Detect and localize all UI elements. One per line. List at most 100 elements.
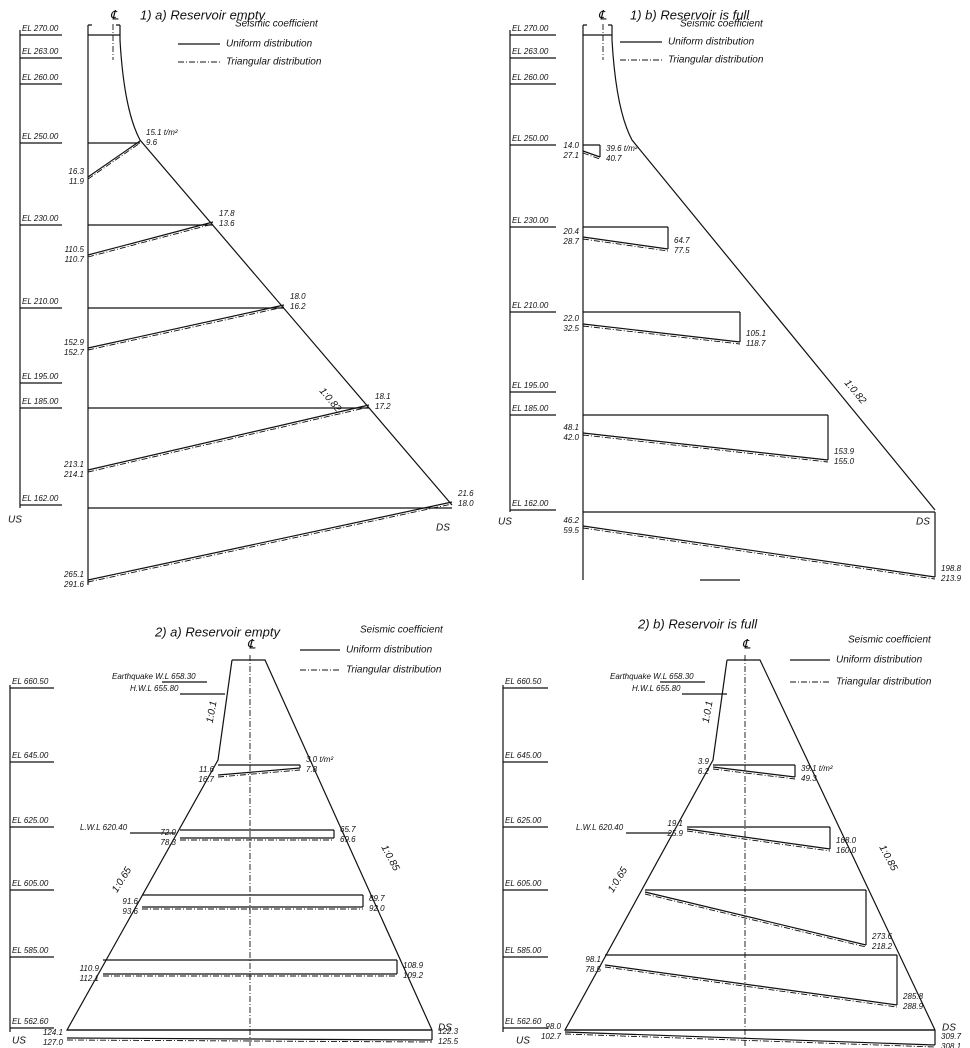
ds-stress-label: 39.6 t/m² <box>606 144 638 153</box>
us-stress-label: 16.7 <box>198 775 214 784</box>
stress-uniform <box>644 891 867 946</box>
stress-triangular <box>582 434 829 463</box>
slope-label: 1:0.85 <box>378 843 401 873</box>
stress-uniform <box>87 140 141 178</box>
ds-stress-label: 198.8 <box>941 564 962 573</box>
legend-heading: Seismic coefficient <box>360 625 444 636</box>
centerline-symbol: ℄ <box>247 636 256 651</box>
ds-stress-label: 65.7 <box>340 825 356 834</box>
us-stress-label: 291.6 <box>63 580 85 589</box>
ds-stress-label: 213.9 <box>940 574 962 583</box>
slope-label: 1:0.65 <box>110 865 134 895</box>
elevation-label: EL 660.50 <box>12 677 49 686</box>
stress-uniform <box>582 323 741 343</box>
elevation-label: EL 585.00 <box>505 946 542 955</box>
us-stress-label: 78.5 <box>585 965 601 974</box>
elevation-label: EL 605.00 <box>505 879 542 888</box>
us-stress-label: 28.7 <box>562 237 579 246</box>
panel-title: 2) a) Reservoir empty <box>154 624 281 639</box>
water-level-label: L.W.L 620.40 <box>576 823 624 832</box>
elevation-label: EL 162.00 <box>512 499 549 508</box>
elevation-label: EL 660.50 <box>505 677 542 686</box>
us-stress-label: 48.1 <box>563 423 579 432</box>
ds-stress-label: 122.3 <box>438 1027 459 1036</box>
stress-triangular <box>87 223 214 258</box>
stress-triangular <box>66 1039 433 1043</box>
legend-heading: Seismic coefficient <box>848 635 932 646</box>
ds-stress-label: 273.6 <box>871 932 893 941</box>
elevation-label: EL 260.00 <box>512 73 549 82</box>
annotations: 1) a) Reservoir empty ℄ Seismic coefficien… <box>8 7 962 1048</box>
stress-triangular <box>686 830 831 852</box>
ds-stress-label: 308.1 <box>941 1042 961 1048</box>
stress-triangular <box>582 238 669 252</box>
ds-stress-label: 89.7 <box>369 894 385 903</box>
us-stress-label: 20.4 <box>562 227 579 236</box>
legend-triangular: Triangular distribution <box>226 57 322 68</box>
us-stress-label: 25.9 <box>666 829 683 838</box>
stress-triangular <box>604 966 898 1008</box>
elevation-label: EL 263.00 <box>22 47 59 56</box>
elevation-label: EL 250.00 <box>512 134 549 143</box>
ds-stress-label: 288.9 <box>902 1002 924 1011</box>
water-level-label: H.W.L 655.80 <box>632 684 681 693</box>
elevation-label: EL 250.00 <box>22 132 59 141</box>
us-stress-label: 91.6 <box>122 897 138 906</box>
panel-title: 1) a) Reservoir empty <box>140 7 266 22</box>
ds-stress-label: 49.3 <box>801 774 817 783</box>
ds-stress-label: 160.0 <box>836 846 857 855</box>
elevation-label: EL 260.00 <box>22 73 59 82</box>
ds-stress-label: 155.0 <box>834 457 855 466</box>
us-label: US <box>12 1036 26 1047</box>
us-stress-label: 3.9 <box>698 757 710 766</box>
elevation-label: EL 605.00 <box>12 879 49 888</box>
ds-stress-label: 21.6 <box>457 489 474 498</box>
ds-stress-label: 125.5 <box>438 1037 459 1046</box>
stress-uniform <box>87 501 453 581</box>
ds-stress-label: 64.7 <box>674 236 690 245</box>
elevation-label: EL 645.00 <box>505 751 542 760</box>
ds-label: DS <box>436 523 450 534</box>
us-stress-label: 98.1 <box>585 955 601 964</box>
stress-uniform <box>564 1031 936 1046</box>
us-stress-label: 93.6 <box>122 907 138 916</box>
ds-stress-label: 7.8 <box>306 765 318 774</box>
elevation-label: EL 195.00 <box>512 381 549 390</box>
us-stress-label: 110.9 <box>80 964 100 973</box>
ds-stress-label: 17.8 <box>219 209 235 218</box>
ds-stress-label: 69.6 <box>340 835 356 844</box>
us-stress-label: 110.5 <box>65 245 85 254</box>
ds-stress-label: 40.7 <box>606 154 622 163</box>
elevation-label: EL 185.00 <box>512 404 549 413</box>
elevation-label: EL 210.00 <box>22 297 59 306</box>
ds-stress-label: 77.5 <box>674 246 690 255</box>
stress-uniform <box>582 150 601 158</box>
us-stress-label: 59.5 <box>563 526 579 535</box>
us-stress-label: 127.0 <box>43 1038 64 1047</box>
stress-triangular <box>87 142 141 180</box>
legend-uniform: Uniform distribution <box>226 39 313 50</box>
elevation-label: EL 625.00 <box>505 816 542 825</box>
centerline-symbol: ℄ <box>742 636 751 651</box>
elevation-label: EL 562.60 <box>12 1017 49 1026</box>
legend-heading: Seismic coefficient <box>680 19 764 30</box>
ds-stress-label: 105.1 <box>746 329 766 338</box>
us-stress-label: 78.3 <box>160 838 176 847</box>
us-stress-label: 42.0 <box>563 433 579 442</box>
ds-stress-label: 9.6 <box>146 138 158 147</box>
ds-stress-label: 118.7 <box>746 339 766 348</box>
us-label: US <box>498 517 512 528</box>
stress-uniform <box>66 1037 433 1041</box>
us-stress-label: 124.1 <box>43 1028 63 1037</box>
slope-label: 1:0.65 <box>606 865 630 895</box>
elevation-label: EL 210.00 <box>512 301 549 310</box>
stress-uniform <box>712 766 796 778</box>
stress-uniform <box>582 236 669 250</box>
stress-uniform <box>582 432 829 461</box>
elevation-label: EL 562.60 <box>505 1017 542 1026</box>
ds-stress-label: 18.0 <box>290 292 306 301</box>
legend-triangular: Triangular distribution <box>346 665 442 676</box>
us-stress-label: 102.7 <box>541 1032 562 1041</box>
legend-uniform: Uniform distribution <box>836 655 923 666</box>
